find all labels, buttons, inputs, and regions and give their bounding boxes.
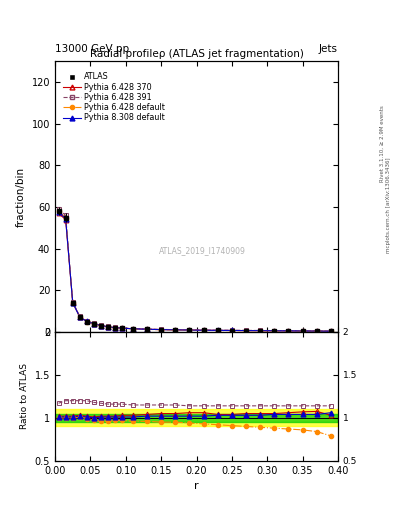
Bar: [55, 409, 338, 426]
Y-axis label: fraction/bin: fraction/bin: [16, 166, 26, 227]
Bar: [55, 414, 338, 422]
Text: ATLAS_2019_I1740909: ATLAS_2019_I1740909: [159, 246, 246, 255]
Legend: ATLAS, Pythia 6.428 370, Pythia 6.428 391, Pythia 6.428 default, Pythia 8.308 de: ATLAS, Pythia 6.428 370, Pythia 6.428 39…: [62, 71, 167, 124]
Text: mcplots.cern.ch [arXiv:1306.3436]: mcplots.cern.ch [arXiv:1306.3436]: [386, 157, 391, 252]
Title: Radial profileρ (ATLAS jet fragmentation): Radial profileρ (ATLAS jet fragmentation…: [90, 49, 303, 59]
Text: Jets: Jets: [319, 44, 338, 54]
Y-axis label: Ratio to ATLAS: Ratio to ATLAS: [20, 364, 29, 430]
Text: 13000 GeV pp: 13000 GeV pp: [55, 44, 129, 54]
X-axis label: r: r: [194, 481, 199, 491]
Text: Rivet 3.1.10, ≥ 2.9M events: Rivet 3.1.10, ≥ 2.9M events: [380, 105, 384, 182]
